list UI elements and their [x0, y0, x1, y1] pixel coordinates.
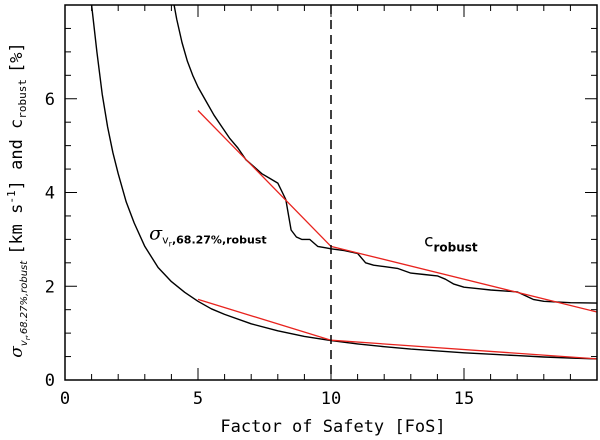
series-fit-c-robust-segment-1 — [197, 110, 332, 247]
series-layer — [90, 5, 597, 360]
y-label-sigma: σ — [7, 346, 27, 358]
series-c-robust — [173, 5, 597, 304]
c-robust-annotation: crobust — [424, 231, 478, 254]
c-annotation-sub: robust — [433, 240, 477, 254]
x-tick-label: 15 — [454, 389, 474, 409]
sigma-annotation: σvr,68.27%,robust — [149, 222, 266, 248]
x-tick-label: 0 — [60, 389, 70, 409]
series-fit-sigma-segment-2 — [330, 339, 597, 360]
series-sigma-vr-68-27-robust — [90, 5, 597, 360]
y-label-sigma-sub: v — [19, 339, 30, 346]
sigma-annotation-sub-rest: ,68.27%,robust — [172, 233, 267, 246]
plot-frame — [64, 4, 598, 381]
y-tick-label: 2 — [45, 277, 55, 297]
y-label-percent: [%] — [7, 42, 27, 73]
sigma-annotation-sub-v: v — [162, 233, 169, 246]
svg-text:σvr,68.27%,robust[km s-1] and: σvr,68.27%,robust [km s-1] and crobust [%] — [5, 42, 32, 358]
y-tick-label: 0 — [45, 371, 55, 391]
y-label-units: [km s — [7, 204, 27, 255]
y-tick-label: 4 — [45, 184, 55, 204]
c-annotation-symbol: c — [424, 231, 433, 251]
tick-labels: 0 5 10 15 0 2 4 6 — [45, 90, 474, 409]
x-axis-label: Factor of Safety [FoS] — [220, 417, 445, 437]
y-label-sigma-sub-rest: ,68.27%,robust — [19, 260, 30, 338]
sigma-annotation-sub-r: r — [169, 239, 173, 248]
y-label-c-sub: robust — [16, 79, 29, 119]
y-axis-label: σvr,68.27%,robust [km s-1] and crobust [%] — [5, 42, 32, 358]
y-label-sup: -1 — [5, 190, 18, 203]
y-tick-label: 6 — [45, 90, 55, 110]
y-label-and-c: ] and c — [7, 119, 27, 191]
x-tick-label: 5 — [193, 389, 203, 409]
x-tick-label: 10 — [321, 389, 341, 409]
series-fit-sigma-segment-1 — [197, 298, 332, 341]
series-fit-c-robust-segment-2 — [330, 245, 597, 313]
y-label-sigma-subsub: r — [24, 336, 32, 340]
sigma-annotation-symbol: σ — [149, 222, 163, 244]
